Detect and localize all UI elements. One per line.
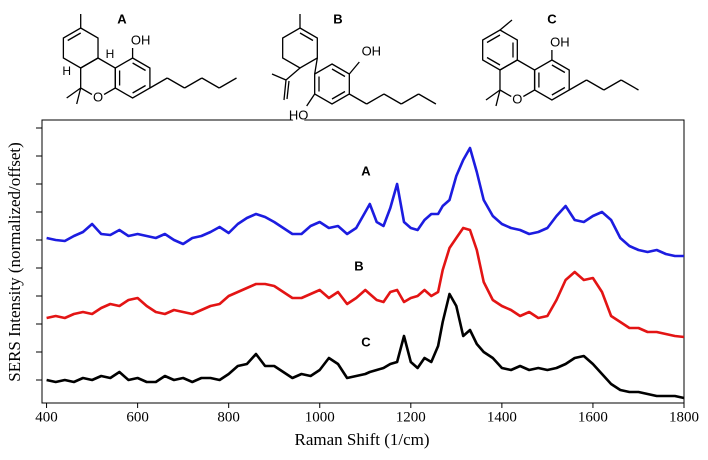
series-label: A — [361, 163, 371, 178]
atom-background — [510, 93, 525, 107]
spectrum-line — [46, 226, 685, 339]
ring — [114, 57, 151, 99]
atom-label: OH — [131, 32, 151, 47]
structure-label: A — [117, 11, 127, 26]
atom-background — [61, 67, 72, 77]
bond — [299, 32, 314, 42]
structure-label: C — [547, 11, 557, 26]
atom-background — [364, 45, 379, 59]
bond — [271, 73, 287, 81]
atom-background — [115, 13, 129, 27]
bond — [400, 93, 419, 105]
atom-background — [105, 50, 115, 60]
y-axis-label: SERS Intensity (normalized/offset) — [5, 142, 24, 382]
bond — [306, 93, 316, 107]
atom-label: OH — [550, 34, 570, 49]
bond — [67, 32, 82, 42]
atom-background — [331, 13, 345, 27]
atom-label: H — [106, 47, 115, 61]
bond — [132, 62, 146, 72]
atom-background — [291, 109, 306, 123]
bond — [586, 79, 605, 91]
x-tick-label: 1400 — [487, 409, 517, 425]
bond — [201, 77, 220, 89]
x-tick-label: 1000 — [305, 409, 335, 425]
spectrum-line — [46, 146, 684, 258]
plot-frame — [41, 119, 685, 404]
x-axis-label: Raman Shift (1/cm) — [294, 430, 429, 449]
bond — [76, 87, 82, 105]
bond — [331, 68, 346, 78]
bond — [66, 87, 82, 99]
bond — [132, 84, 146, 94]
bond — [218, 77, 237, 89]
bond — [286, 80, 290, 100]
atom-label: HO — [289, 107, 309, 122]
bond — [485, 89, 501, 101]
bond — [149, 77, 168, 89]
bond — [551, 64, 566, 74]
structure-label: B — [333, 11, 342, 26]
bond — [184, 77, 203, 89]
bond — [383, 93, 402, 105]
bond — [603, 79, 622, 91]
x-tick-label: 1800 — [669, 409, 699, 425]
bond — [486, 34, 501, 44]
spectrum-line — [46, 292, 685, 400]
atom-label: OH — [362, 43, 382, 58]
atom-background — [552, 36, 567, 50]
bond — [568, 79, 587, 91]
series-label: C — [361, 334, 371, 349]
x-tick-label: 400 — [35, 409, 58, 425]
bond — [314, 57, 318, 75]
atom-background — [133, 34, 148, 48]
bond — [348, 61, 360, 75]
series-label: B — [354, 258, 363, 273]
x-tick-label: 600 — [126, 409, 149, 425]
x-tick-label: 800 — [217, 409, 240, 425]
atom-background — [545, 13, 559, 27]
ring — [533, 59, 570, 101]
bond — [495, 89, 501, 107]
bond — [285, 67, 301, 81]
atom-label: O — [93, 89, 103, 104]
bond — [418, 93, 437, 105]
x-tick-label: 1600 — [578, 409, 608, 425]
bond — [348, 93, 367, 105]
bond — [499, 19, 513, 31]
atom-label: O — [512, 91, 522, 106]
bond — [166, 77, 185, 89]
bond — [283, 79, 287, 101]
atom-label: H — [62, 64, 71, 78]
bond — [620, 79, 639, 91]
bond — [486, 56, 501, 66]
bond — [331, 90, 346, 100]
bond — [551, 86, 566, 96]
atom-background — [91, 91, 105, 105]
x-tick-label: 1200 — [396, 409, 426, 425]
bond — [366, 93, 385, 105]
